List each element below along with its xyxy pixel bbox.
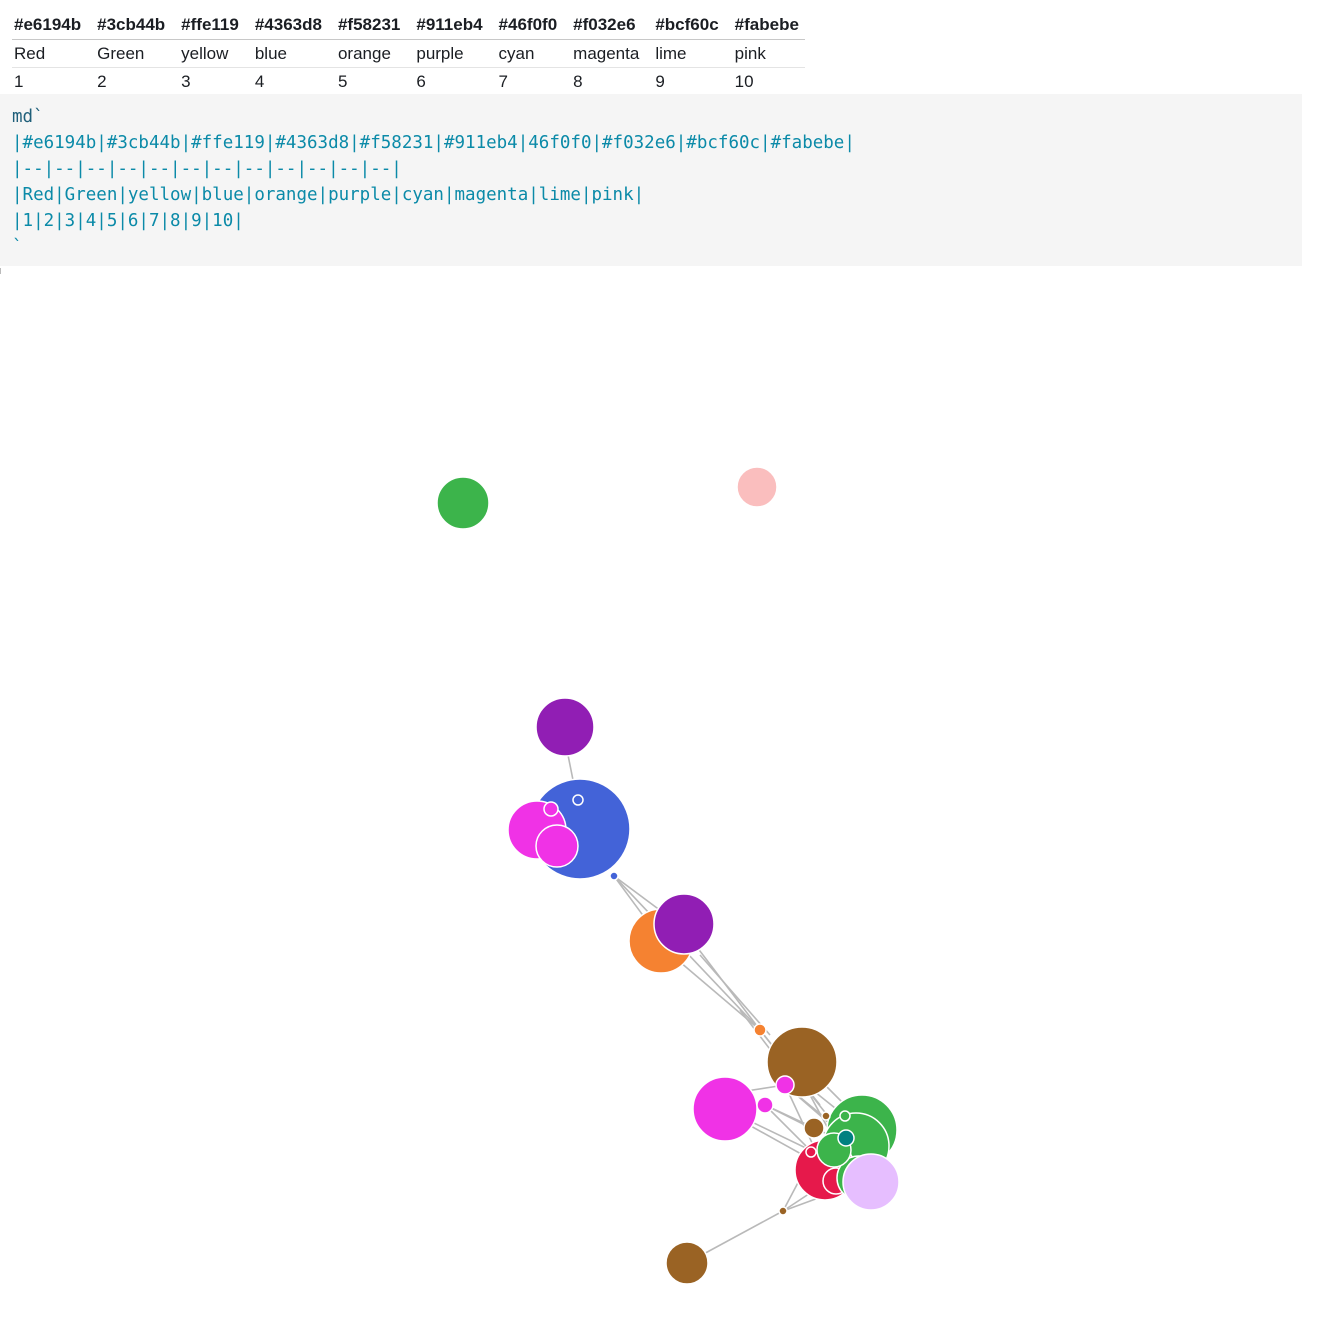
- table-header-cell: #911eb4: [414, 12, 497, 40]
- table-cell: Red: [12, 39, 96, 68]
- graph-node-purple[interactable]: [535, 697, 595, 757]
- table-header-cell: #e6194b: [12, 12, 96, 40]
- cell-divider-marker: [0, 268, 4, 274]
- graph-node-brown[interactable]: [778, 1206, 788, 1216]
- table-cell: blue: [252, 39, 336, 68]
- force-graph[interactable]: [0, 290, 1332, 1320]
- graph-node-teal[interactable]: [837, 1129, 855, 1147]
- table-cell: 8: [573, 72, 583, 91]
- table-row: 1 2 3 4 5 6 7 8 9 10: [12, 68, 805, 96]
- graph-node-lavender[interactable]: [842, 1153, 900, 1211]
- table-cell: 4: [254, 72, 265, 91]
- graph-node-purple[interactable]: [653, 893, 715, 955]
- table-cell: 7: [498, 72, 509, 91]
- table-cell: 3: [181, 72, 191, 91]
- table-cell: 10: [734, 72, 754, 91]
- code-block[interactable]: md` |#e6194b|#3cb44b|#ffe119|#4363d8|#f5…: [0, 94, 1302, 260]
- graph-nodes: [436, 466, 900, 1285]
- graph-node-green[interactable]: [839, 1110, 851, 1122]
- table-cell: magenta: [571, 39, 654, 68]
- table-cell: cyan: [496, 39, 572, 68]
- graph-node-brown[interactable]: [665, 1241, 709, 1285]
- table-cell: orange: [335, 39, 415, 68]
- code-line: |1|2|3|4|5|6|7|8|9|10|: [12, 211, 244, 231]
- graph-node-brown[interactable]: [803, 1117, 825, 1139]
- graph-node-red[interactable]: [805, 1146, 817, 1158]
- code-editor-cell[interactable]: md` |#e6194b|#3cb44b|#ffe119|#4363d8|#f5…: [0, 94, 1302, 266]
- table-cell: 2: [97, 72, 107, 91]
- graph-node-magenta[interactable]: [543, 801, 559, 817]
- code-line: `: [12, 237, 23, 257]
- graph-node-brown[interactable]: [821, 1111, 831, 1121]
- graph-node-orange[interactable]: [753, 1023, 767, 1037]
- graph-node-green[interactable]: [436, 476, 490, 530]
- graph-node-blue[interactable]: [572, 794, 584, 806]
- table-cell: Green: [95, 39, 180, 68]
- graph-node-magenta[interactable]: [692, 1076, 758, 1142]
- table-header-cell: #f58231: [335, 12, 415, 40]
- table-cell: 1: [14, 72, 24, 91]
- graph-node-blue[interactable]: [609, 871, 619, 881]
- table-cell: 6: [416, 72, 426, 91]
- code-line: |#e6194b|#3cb44b|#ffe119|#4363d8|#f58231…: [12, 133, 855, 153]
- graph-edge: [699, 954, 771, 1036]
- graph-node-pink[interactable]: [736, 466, 778, 508]
- table-header-row: #e6194b #3cb44b #ffe119 #4363d8 #f58231 …: [12, 12, 805, 40]
- table-header-cell: #bcf60c: [653, 12, 733, 40]
- table-header-cell: #4363d8: [252, 12, 336, 40]
- table-header-cell: #3cb44b: [95, 12, 180, 40]
- table-row: Red Green yellow blue orange purple cyan…: [12, 39, 805, 68]
- table-cell: purple: [414, 39, 497, 68]
- graph-node-magenta[interactable]: [756, 1096, 774, 1114]
- table-cell: 9: [655, 72, 665, 91]
- code-line: md`: [12, 107, 44, 127]
- table-header-cell: #46f0f0: [496, 12, 572, 40]
- graph-node-magenta[interactable]: [775, 1075, 795, 1095]
- table-header-cell: #f032e6: [571, 12, 654, 40]
- table-header-cell: #ffe119: [179, 12, 253, 40]
- graph-node-magenta[interactable]: [535, 824, 579, 868]
- table-header-cell: #fabebe: [732, 12, 805, 40]
- table-cell: lime: [653, 39, 733, 68]
- code-line: |--|--|--|--|--|--|--|--|--|--|--|--|: [12, 159, 402, 179]
- markdown-table: #e6194b #3cb44b #ffe119 #4363d8 #f58231 …: [12, 12, 805, 95]
- table-cell: yellow: [179, 39, 253, 68]
- table-cell: pink: [732, 39, 805, 68]
- code-line: |Red|Green|yellow|blue|orange|purple|cya…: [12, 185, 645, 205]
- table-cell: 5: [337, 72, 348, 91]
